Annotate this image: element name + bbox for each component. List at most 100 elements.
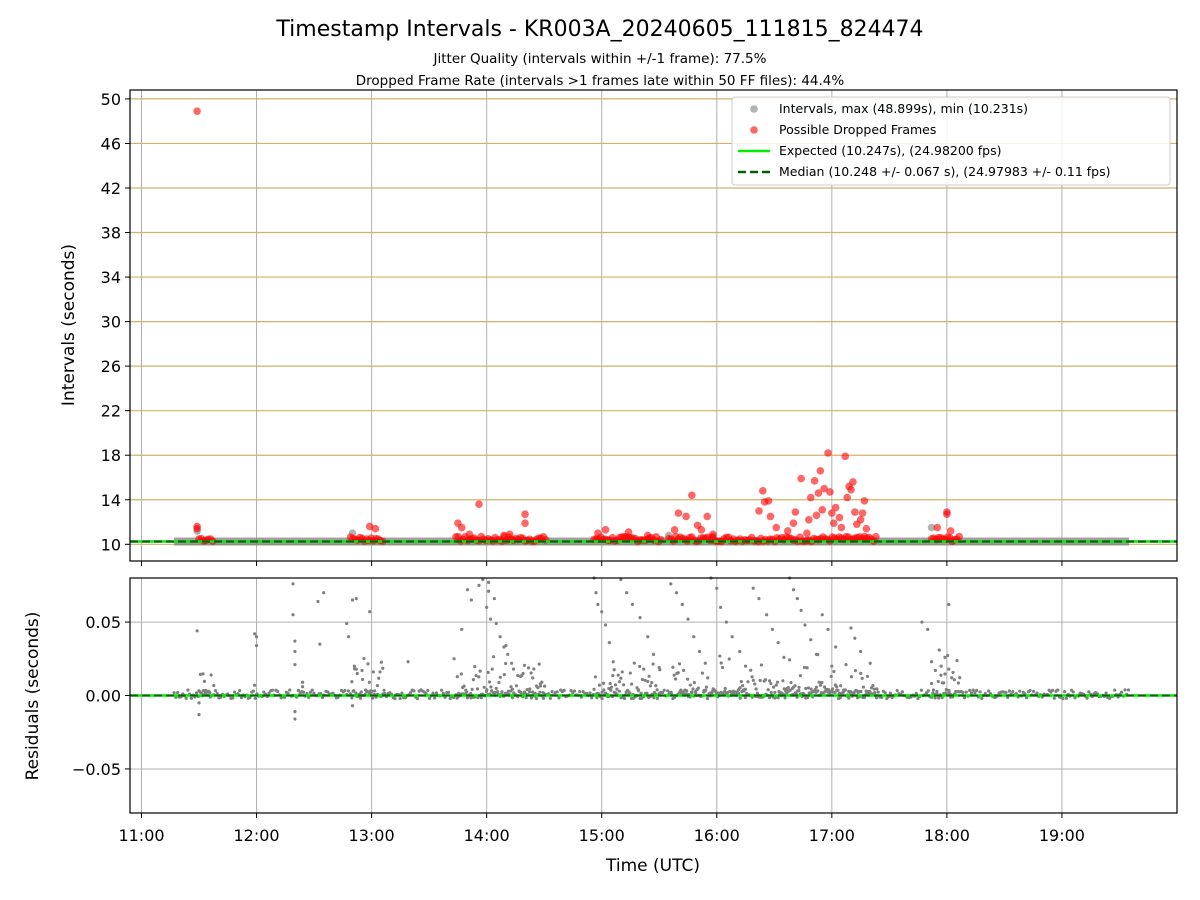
residual-point-51	[594, 591, 598, 595]
residual-cluster-point-735	[700, 671, 704, 675]
x-tick-label-8: 19:00	[1039, 826, 1085, 845]
residual-cluster-point-568	[351, 689, 355, 693]
residual-cluster-point-842	[844, 663, 848, 667]
residual-cluster-point-698	[643, 678, 647, 682]
residual-base-point-516	[1063, 690, 1067, 694]
intervals-ytick-label-3: 22	[101, 402, 121, 421]
residual-base-point-280	[655, 696, 659, 700]
residual-point-47	[521, 671, 525, 676]
residual-cluster-point-832	[831, 687, 835, 691]
residual-base-point-467	[978, 690, 982, 694]
residual-base-point-530	[1087, 690, 1091, 694]
residual-cluster-point-667	[601, 681, 606, 685]
residual-base-point-108	[358, 696, 363, 700]
residual-cluster-point-849	[853, 669, 858, 673]
dropped-point-35	[803, 529, 811, 537]
residual-base-point-512	[1056, 688, 1060, 692]
residual-cluster-point-567	[350, 680, 354, 684]
dropped-point-2	[193, 524, 201, 533]
residual-base-point-540	[1104, 691, 1108, 695]
x-tick-label-5: 16:00	[694, 826, 740, 845]
residual-point-56	[611, 660, 615, 664]
residual-cluster-point-806	[796, 689, 800, 693]
dropped-point-18	[674, 509, 683, 517]
residual-base-point-103	[350, 696, 354, 700]
residual-base-point-549	[1119, 690, 1124, 694]
dropped-point-13	[594, 529, 602, 537]
residual-base-point-150	[431, 691, 435, 695]
residual-cluster-point-621	[493, 690, 497, 695]
residual-cluster-point-615	[485, 688, 489, 692]
intervals-grid	[130, 90, 1177, 561]
residual-cluster-point-744	[712, 689, 717, 693]
residual-point-33	[477, 583, 481, 587]
dropped-point-50	[837, 523, 846, 532]
residual-base-point-235	[578, 690, 582, 694]
dropped-point-39	[812, 511, 821, 520]
residual-cluster-point-664	[597, 683, 602, 687]
residual-base-point-461	[968, 688, 972, 692]
dropped-point-44	[824, 449, 832, 457]
residual-base-point-24	[213, 689, 218, 693]
residual-base-point-131	[398, 696, 402, 701]
residual-cluster-point-671	[607, 686, 611, 691]
x-tick-label-7: 18:00	[924, 826, 970, 845]
dropped-point-23	[703, 512, 711, 521]
residual-point-106	[947, 667, 951, 671]
residual-cluster-point-705	[652, 690, 657, 695]
residual-point-53	[600, 610, 604, 614]
residual-point-87	[799, 608, 803, 612]
residual-cluster-point-702	[648, 684, 653, 688]
residual-base-point-386	[838, 696, 842, 700]
residual-base-point-422	[900, 690, 905, 694]
residual-cluster-point-767	[743, 687, 747, 691]
residual-cluster-point-772	[750, 675, 754, 679]
dropped-point-36	[805, 516, 813, 524]
residual-cluster-point-620	[491, 655, 496, 659]
residual-cluster-point-624	[497, 680, 501, 685]
intervals-ytick-label-0: 10	[101, 535, 121, 554]
residual-cluster-point-752	[723, 686, 727, 691]
residual-point-78	[751, 586, 755, 590]
residual-cluster-point-815	[808, 691, 812, 695]
residual-base-point-297	[685, 689, 689, 693]
dropped-point-41	[816, 467, 825, 475]
residual-cluster-point-855	[861, 685, 866, 689]
residual-base-point-465	[975, 688, 979, 692]
residual-point-0	[195, 629, 199, 633]
residual-cluster-point-800	[788, 658, 792, 662]
residual-cluster-point-591	[382, 688, 386, 692]
residual-cluster-point-579	[366, 662, 370, 666]
intervals-ytick-label-5: 30	[101, 313, 121, 332]
residual-point-68	[692, 635, 696, 639]
residual-base-point-464	[973, 691, 977, 695]
residual-point-85	[791, 588, 796, 592]
residual-cluster-point-613	[482, 685, 486, 689]
residual-point-76	[738, 649, 742, 654]
residual-cluster-point-692	[635, 686, 639, 690]
legend-box	[731, 96, 1171, 186]
residual-base-point-178	[479, 696, 483, 700]
residual-base-point-79	[308, 690, 313, 694]
residual-cluster-point-674	[611, 673, 615, 678]
residual-point-81	[770, 627, 774, 632]
residual-base-point-241	[588, 691, 592, 695]
dropped-cluster-point-182	[872, 532, 880, 541]
residual-cluster-point-737	[703, 689, 707, 693]
residuals-marks	[130, 576, 1177, 721]
dropped-point-29	[766, 512, 775, 521]
residual-base-point-151	[433, 696, 437, 700]
residual-cluster-point-854	[860, 676, 864, 680]
residual-base-point-226	[562, 688, 566, 692]
dropped-point-6	[457, 523, 466, 532]
x-tick-label-4: 15:00	[579, 826, 625, 845]
residual-point-75	[730, 635, 734, 639]
residual-cluster-point-816	[809, 687, 813, 691]
residual-base-point-383	[833, 690, 837, 694]
residual-point-45	[504, 643, 508, 648]
residual-base-point-331	[743, 695, 747, 700]
residual-base-point-190	[500, 690, 504, 694]
residual-base-point-170	[465, 696, 470, 700]
intervals-ticks: 10 14 18 22 26 30 34 38 42 46 50	[101, 90, 1063, 566]
